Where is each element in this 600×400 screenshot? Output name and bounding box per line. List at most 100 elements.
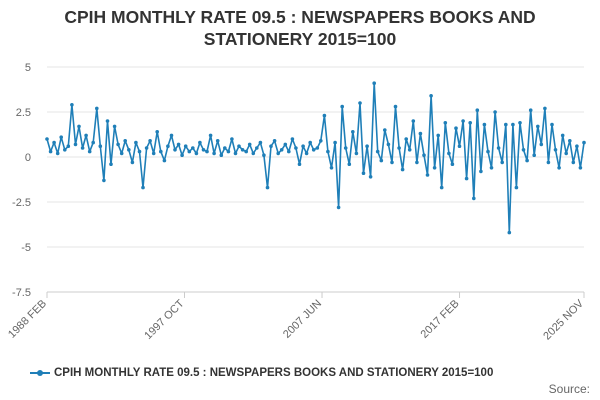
data-point[interactable] <box>439 185 444 190</box>
data-point[interactable] <box>230 137 234 141</box>
data-point[interactable] <box>119 151 124 156</box>
data-point[interactable] <box>55 151 60 156</box>
data-point[interactable] <box>112 124 117 129</box>
data-point[interactable] <box>311 148 316 152</box>
data-point[interactable] <box>457 144 462 148</box>
data-point[interactable] <box>390 160 394 165</box>
data-point[interactable] <box>407 148 412 152</box>
data-point[interactable] <box>343 146 348 150</box>
data-point[interactable] <box>95 106 99 111</box>
data-point[interactable] <box>244 149 248 154</box>
data-point[interactable] <box>176 142 181 147</box>
data-point[interactable] <box>489 166 494 170</box>
data-point[interactable] <box>247 142 252 147</box>
data-point[interactable] <box>130 160 135 165</box>
data-point[interactable] <box>521 148 526 152</box>
data-point[interactable] <box>354 151 359 156</box>
data-point[interactable] <box>240 148 245 152</box>
data-point[interactable] <box>393 104 398 109</box>
data-point[interactable] <box>468 121 473 125</box>
data-point[interactable] <box>272 139 277 143</box>
data-point[interactable] <box>383 128 387 132</box>
data-point[interactable] <box>269 144 273 148</box>
data-point[interactable] <box>159 149 163 154</box>
data-point[interactable] <box>496 146 501 150</box>
data-point[interactable] <box>553 148 558 152</box>
data-point[interactable] <box>198 140 202 145</box>
data-point[interactable] <box>518 121 522 125</box>
data-point[interactable] <box>183 144 188 148</box>
data-point[interactable] <box>180 153 184 157</box>
data-point[interactable] <box>450 162 455 166</box>
data-point[interactable] <box>258 140 263 145</box>
data-point[interactable] <box>429 94 433 98</box>
data-point[interactable] <box>351 130 355 134</box>
data-point[interactable] <box>404 137 409 141</box>
data-point[interactable] <box>372 81 377 85</box>
data-point[interactable] <box>578 166 583 170</box>
data-point[interactable] <box>297 162 302 166</box>
data-point[interactable] <box>479 169 483 174</box>
data-point[interactable] <box>326 149 330 154</box>
data-point[interactable] <box>432 166 437 170</box>
data-point[interactable] <box>454 126 458 130</box>
data-point[interactable] <box>294 146 298 150</box>
data-point[interactable] <box>162 158 167 163</box>
data-point[interactable] <box>564 151 568 156</box>
data-point[interactable] <box>276 151 281 156</box>
data-point[interactable] <box>254 146 259 150</box>
data-point[interactable] <box>187 149 192 154</box>
data-point[interactable] <box>397 146 401 150</box>
data-point[interactable] <box>141 185 145 190</box>
data-point[interactable] <box>77 124 81 129</box>
data-point[interactable] <box>425 173 430 177</box>
data-point[interactable] <box>358 101 362 105</box>
data-point[interactable] <box>283 142 288 147</box>
data-point[interactable] <box>308 140 313 145</box>
data-point[interactable] <box>102 178 106 183</box>
data-point[interactable] <box>340 104 345 109</box>
data-point[interactable] <box>151 151 156 156</box>
data-point[interactable] <box>550 122 554 127</box>
data-point[interactable] <box>472 196 476 201</box>
data-point[interactable] <box>301 144 305 148</box>
data-point[interactable] <box>543 106 547 111</box>
data-point[interactable] <box>493 110 497 114</box>
data-point[interactable] <box>304 151 309 156</box>
data-point[interactable] <box>443 121 448 125</box>
data-point[interactable] <box>486 149 490 154</box>
data-point[interactable] <box>52 140 56 145</box>
data-point[interactable] <box>361 171 366 175</box>
data-point[interactable] <box>507 230 512 235</box>
data-point[interactable] <box>251 151 256 156</box>
data-point[interactable] <box>411 119 416 123</box>
data-point[interactable] <box>215 139 220 143</box>
data-point[interactable] <box>105 119 110 123</box>
data-point[interactable] <box>575 144 579 148</box>
data-point[interactable] <box>319 139 323 143</box>
data-point[interactable] <box>169 133 174 138</box>
data-point[interactable] <box>365 144 369 148</box>
data-point[interactable] <box>539 142 544 147</box>
data-point[interactable] <box>536 124 540 129</box>
data-point[interactable] <box>464 176 469 181</box>
data-point[interactable] <box>415 160 419 165</box>
data-point[interactable] <box>201 148 206 152</box>
data-point[interactable] <box>418 131 423 136</box>
data-point[interactable] <box>546 160 551 165</box>
data-point[interactable] <box>571 160 576 165</box>
data-point[interactable] <box>511 122 515 127</box>
data-point[interactable] <box>422 153 426 157</box>
data-point[interactable] <box>386 142 391 147</box>
data-point[interactable] <box>127 148 131 152</box>
data-point[interactable] <box>504 122 508 127</box>
data-point[interactable] <box>155 130 159 134</box>
data-point[interactable] <box>212 151 216 156</box>
data-point[interactable] <box>347 162 352 166</box>
data-point[interactable] <box>237 144 241 148</box>
data-point[interactable] <box>482 122 487 127</box>
data-point[interactable] <box>532 153 536 157</box>
data-point[interactable] <box>568 139 572 143</box>
data-point[interactable] <box>287 149 291 154</box>
data-point[interactable] <box>329 166 334 170</box>
